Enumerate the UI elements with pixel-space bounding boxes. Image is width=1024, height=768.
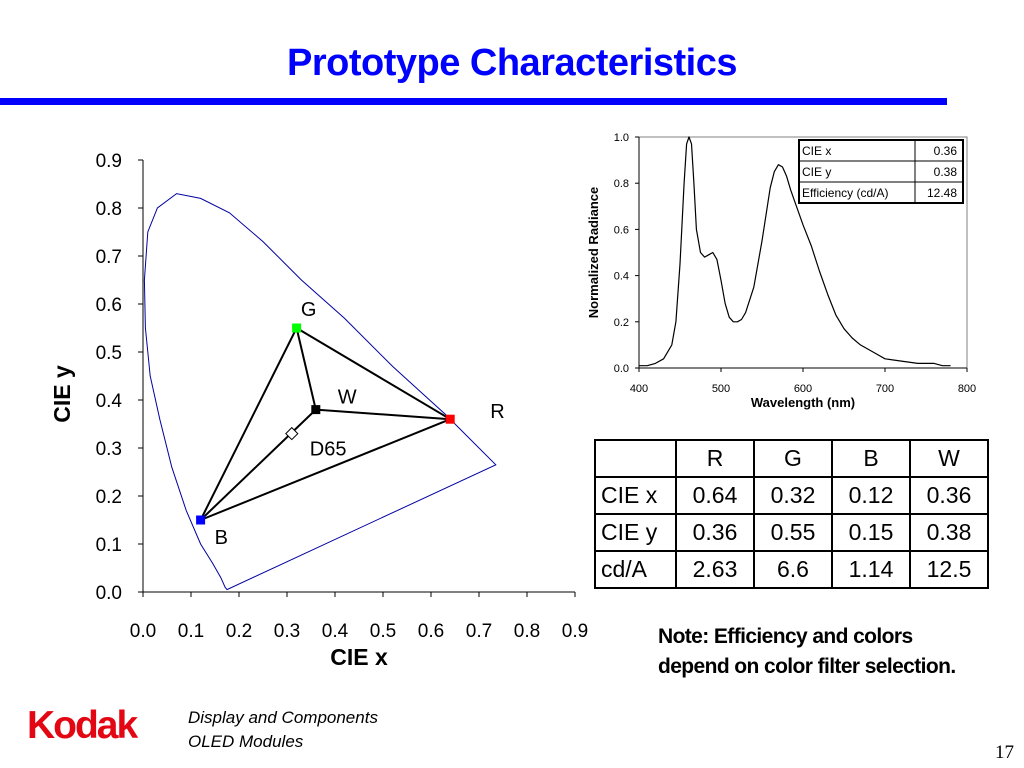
x-tick-label: 0.2 — [226, 621, 252, 642]
y-tick-label: 0.0 — [96, 583, 122, 604]
spectrum-chart: 0.0 0.2 0.4 0.6 0.8 1.0 400 500 600 700 800 Wavelen… — [586, 132, 976, 410]
y-tick-label: 0.4 — [96, 391, 123, 412]
info-table-value: 12.48 — [927, 186, 957, 200]
x-tick-label: 0.1 — [178, 621, 204, 642]
spectrum-y-tick-label: 1.0 — [614, 132, 629, 144]
white-line-r — [315, 408, 451, 421]
table-header-cell: R — [675, 439, 755, 478]
point-r-marker — [445, 414, 455, 424]
x-tick-label: 0.7 — [466, 621, 492, 642]
y-tick-label: 0.2 — [96, 487, 122, 508]
spectrum-y-tick-label: 0.0 — [614, 363, 629, 375]
table-corner-cell — [594, 439, 677, 478]
table-cell: 0.55 — [753, 513, 833, 552]
table-cell: 0.36 — [909, 476, 989, 515]
spectrum-x-tick-label: 600 — [794, 383, 812, 395]
table-cell: 0.15 — [831, 513, 911, 552]
note-text: Note: Efficiency and colors depend on co… — [658, 622, 956, 682]
footer-text: Display and Components OLED Modules — [188, 706, 378, 754]
x-tick-label: 0.8 — [514, 621, 540, 642]
point-g-label: G — [301, 299, 317, 321]
spectral-locus — [143, 193, 497, 591]
info-table-label: CIE y — [802, 165, 831, 179]
color-metrics-table: R G B W CIE x 0.64 0.32 0.12 0.36 CIE y … — [594, 439, 989, 589]
spectrum-x-tick-label: 800 — [958, 383, 976, 395]
spectrum-y-tick-label: 0.4 — [614, 271, 629, 283]
title-rule — [0, 98, 947, 105]
table-row-label: cd/A — [594, 550, 677, 589]
table-cell: 2.63 — [675, 550, 755, 589]
point-g-marker — [292, 323, 302, 333]
table-row: CIE x 0.64 0.32 0.12 0.36 — [594, 476, 989, 515]
y-tick-label: 0.9 — [96, 151, 122, 172]
point-w-label: W — [338, 387, 357, 409]
table-cell: 6.6 — [753, 550, 833, 589]
table-row-label: CIE y — [594, 513, 677, 552]
x-axis-title: CIE x — [330, 644, 388, 670]
y-tick-label: 0.8 — [96, 199, 122, 220]
footer-line: Display and Components — [188, 708, 378, 727]
spectrum-x-axis-title: Wavelength (nm) — [751, 395, 855, 410]
x-tick-label: 0.9 — [562, 621, 588, 642]
spectrum-series-line — [639, 136, 951, 367]
table-row: CIE y 0.36 0.55 0.15 0.38 — [594, 513, 989, 552]
slide-title: Prototype Characteristics — [287, 42, 738, 84]
y-tick-label: 0.5 — [96, 343, 122, 364]
table-header-cell: B — [831, 439, 911, 478]
table-cell: 0.36 — [675, 513, 755, 552]
point-d65-marker — [285, 426, 299, 441]
info-table-value: 0.36 — [934, 144, 958, 158]
table-row: cd/A 2.63 6.6 1.14 12.5 — [594, 550, 989, 589]
point-b-label: B — [215, 527, 228, 549]
white-line-b — [199, 408, 317, 521]
spectrum-y-axis-title: Normalized Radiance — [586, 187, 601, 319]
y-tick-label: 0.7 — [96, 247, 122, 268]
y-tick-label: 0.3 — [96, 439, 122, 460]
x-tick-label: 0.6 — [418, 621, 444, 642]
note-line: depend on color filter selection. — [658, 655, 956, 678]
info-table-value: 0.38 — [934, 165, 958, 179]
table-cell: 0.38 — [909, 513, 989, 552]
spectrum-y-tick-label: 0.6 — [614, 224, 629, 236]
info-table-label: CIE x — [802, 144, 831, 158]
spectrum-x-tick-label: 700 — [876, 383, 894, 395]
point-w-marker — [311, 405, 321, 415]
table-cell: 12.5 — [909, 550, 989, 589]
y-tick-label: 0.6 — [96, 295, 122, 316]
info-table-border — [798, 139, 964, 204]
x-tick-label: 0.4 — [322, 621, 349, 642]
point-r-label: R — [490, 401, 504, 423]
y-tick-label: 0.1 — [96, 535, 122, 556]
spectrum-y-tick-label: 0.8 — [614, 178, 629, 190]
page-number: 17 — [995, 742, 1014, 763]
cie-chromaticity-chart: 0.0 0.1 0.2 0.3 0.4 0.5 0.6 0.7 0.8 0.9 0.0 0.1 0.2 0… — [49, 151, 588, 670]
x-tick-label: 0.3 — [274, 621, 300, 642]
spectrum-y-tick-label: 0.2 — [614, 317, 629, 329]
point-b-marker — [196, 515, 206, 525]
x-tick-label: 0.0 — [130, 621, 156, 642]
kodak-logo: Kodak — [27, 704, 138, 747]
y-axis-title: CIE y — [49, 365, 75, 423]
spectrum-x-tick-label: 400 — [630, 383, 648, 395]
table-header-cell: G — [753, 439, 833, 478]
point-d65-label: D65 — [310, 439, 347, 461]
x-tick-label: 0.5 — [370, 621, 396, 642]
footer-line: OLED Modules — [188, 732, 304, 751]
table-cell: 0.32 — [753, 476, 833, 515]
table-header-cell: W — [909, 439, 989, 478]
note-line: Note: Efficiency and colors — [658, 625, 913, 648]
table-cell: 1.14 — [831, 550, 911, 589]
table-row-label: CIE x — [594, 476, 677, 515]
info-table-label: Efficiency (cd/A) — [802, 186, 888, 200]
gamut-triangle — [198, 326, 453, 522]
table-header-row: R G B W — [594, 439, 989, 478]
table-cell: 0.64 — [675, 476, 755, 515]
table-cell: 0.12 — [831, 476, 911, 515]
white-line-g — [295, 327, 317, 410]
spectrum-x-tick-label: 500 — [712, 383, 730, 395]
